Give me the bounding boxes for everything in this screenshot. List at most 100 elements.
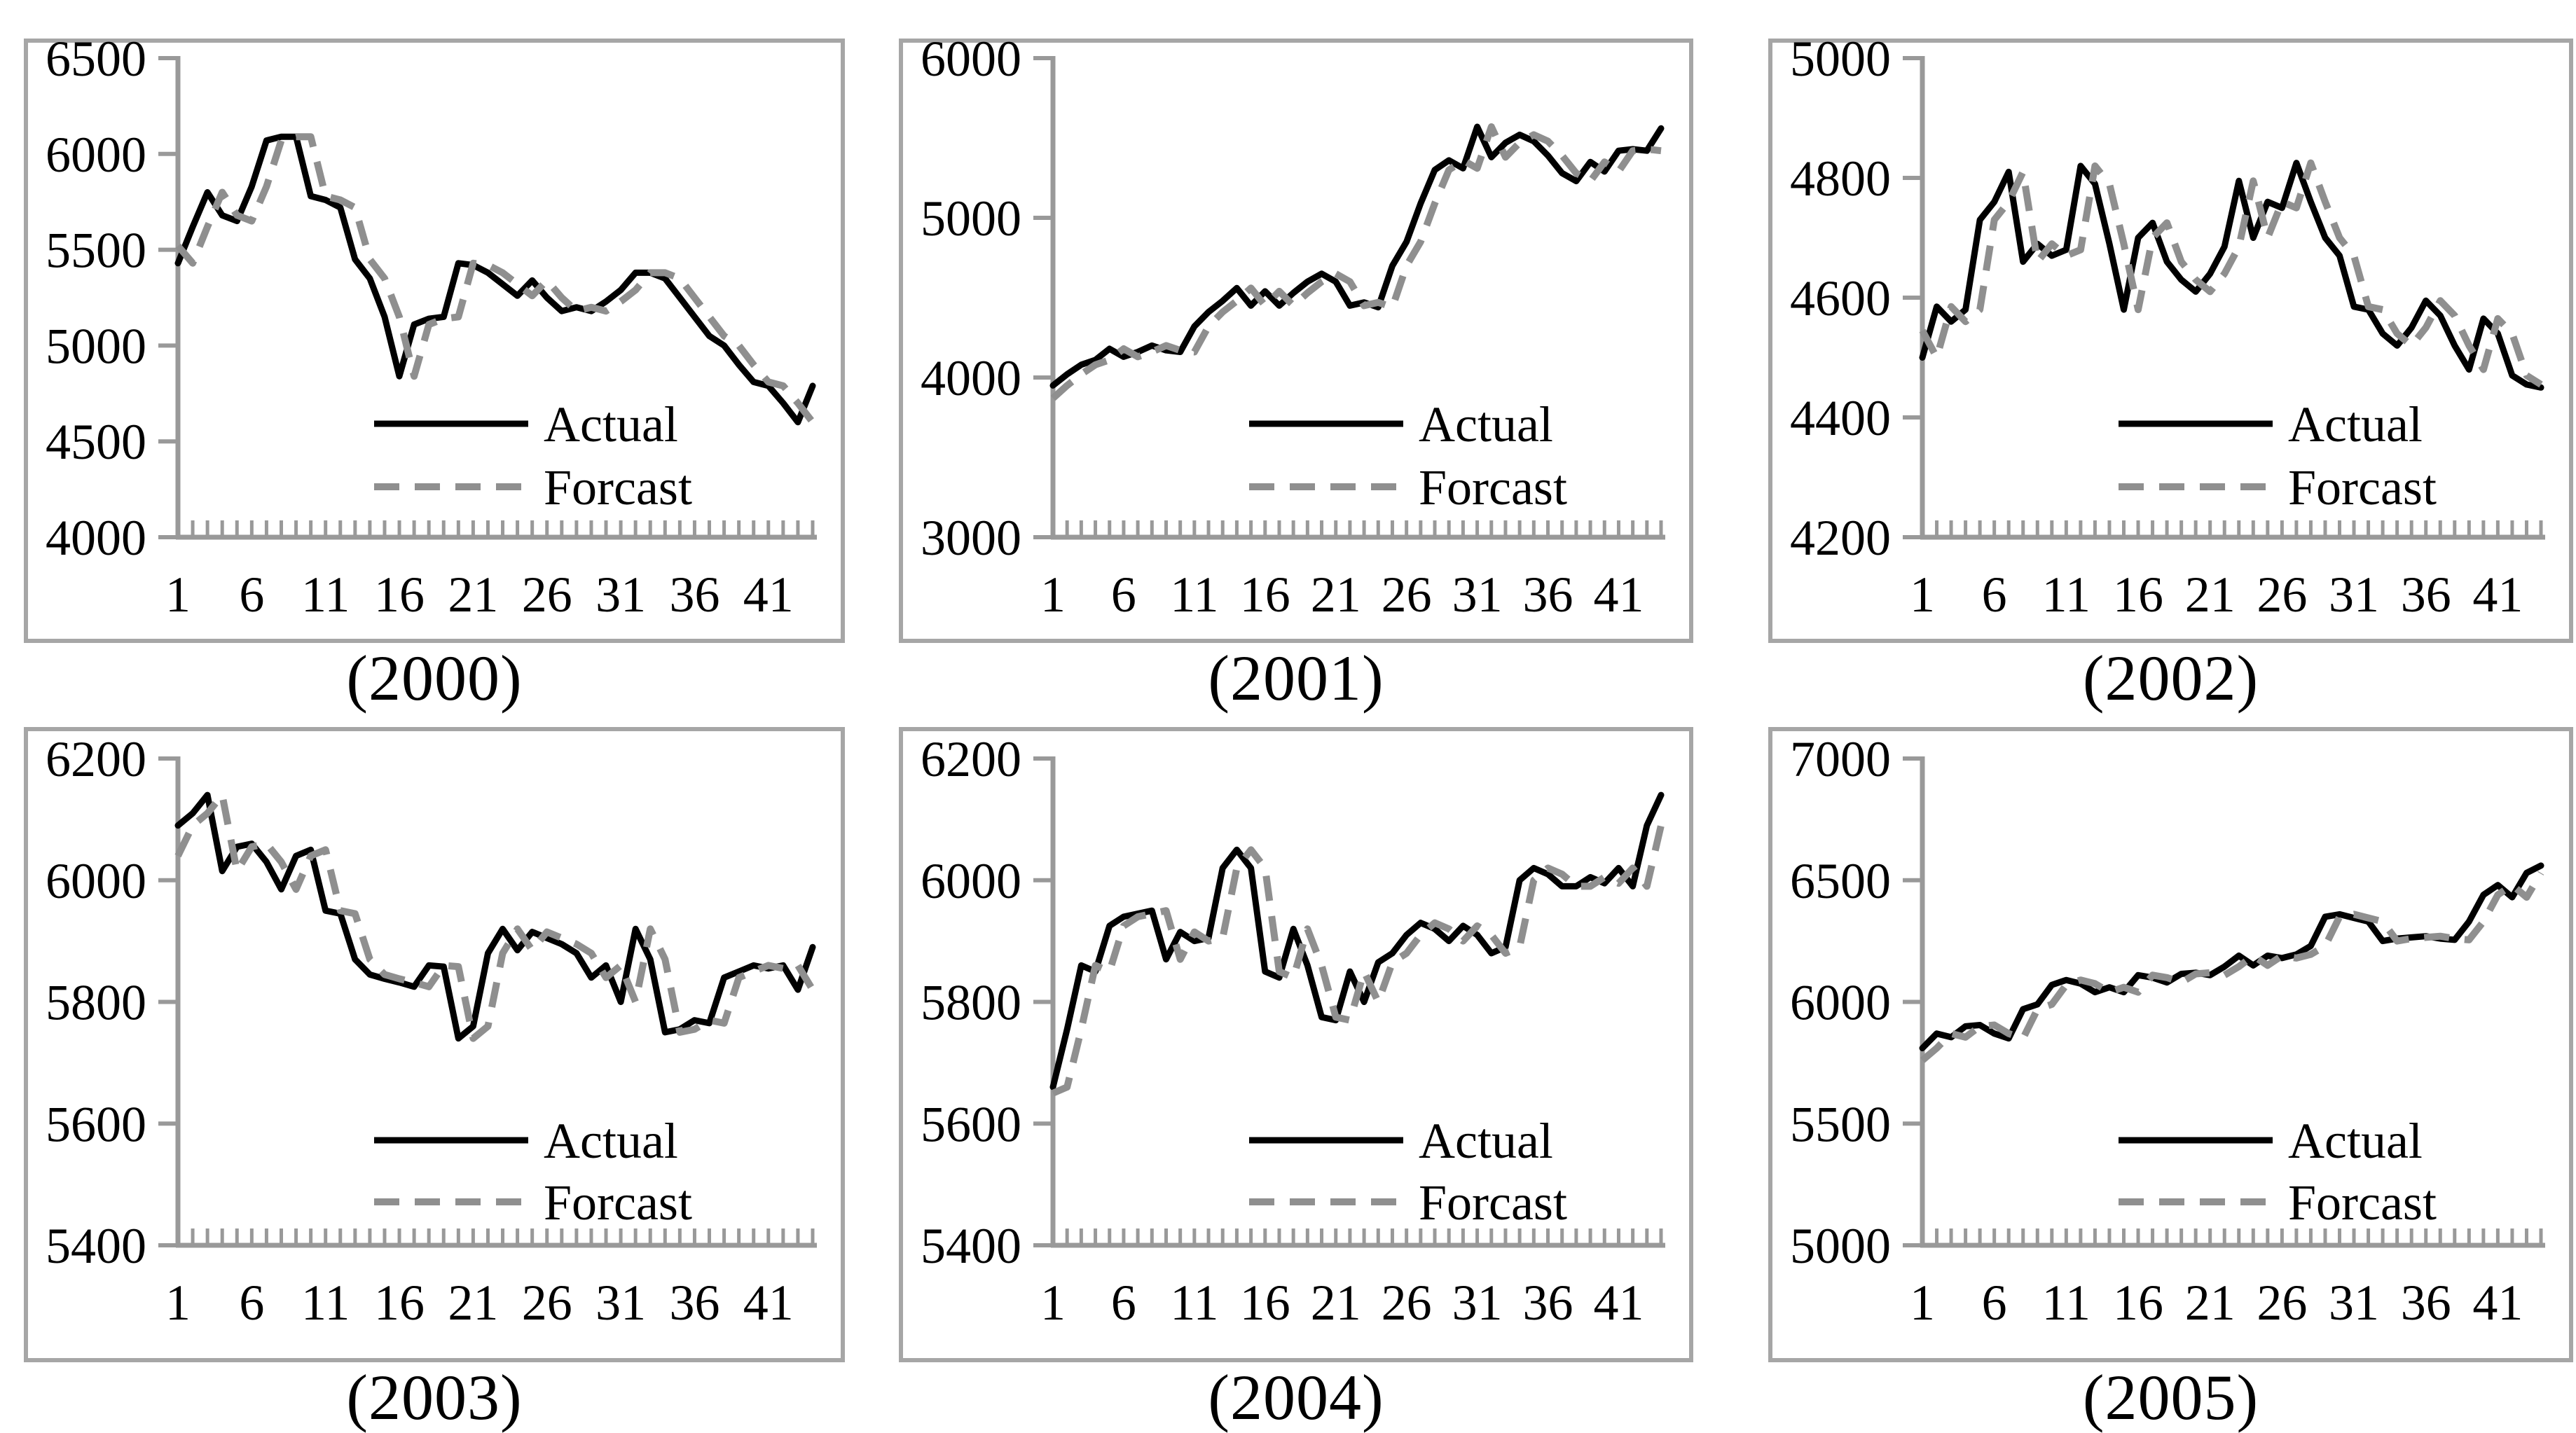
- x-tick-label: 26: [2257, 567, 2307, 623]
- legend-forecast-label: Forcast: [544, 459, 692, 515]
- y-tick-label: 6000: [921, 39, 1021, 87]
- y-tick-label: 5500: [1790, 1096, 1891, 1152]
- chart-panel-2004: 6200 6000 5800 5600 5400 1 6 11 16 21 26 31 36 41 Actu…: [899, 727, 1693, 1429]
- x-tick-label: 26: [1382, 1275, 1432, 1331]
- legend-forecast-label: Forcast: [1419, 1175, 1567, 1231]
- x-tick-label: 16: [374, 567, 425, 623]
- x-tick-label: 6: [1111, 1275, 1136, 1331]
- y-tick-label: 5600: [46, 1096, 146, 1152]
- y-tick-label: 6200: [921, 731, 1021, 787]
- x-tick-label: 36: [2401, 567, 2451, 623]
- y-tick-label: 4800: [1790, 151, 1891, 207]
- y-tick-label: 4000: [46, 510, 146, 566]
- x-tick-label: 21: [2185, 567, 2236, 623]
- forecast-line: [1920, 871, 2544, 1063]
- forecast-line: [174, 791, 816, 1042]
- chart-caption-2000: (2000): [346, 642, 523, 714]
- chart-caption-2001: (2001): [1208, 642, 1384, 714]
- panel-frame: [24, 727, 845, 1362]
- actual-line: [174, 791, 816, 1042]
- x-tick-label: 16: [1240, 1275, 1290, 1331]
- forecast-line: [1052, 824, 1665, 1097]
- y-tick-label: 5000: [1790, 1218, 1891, 1274]
- x-tick-label: 41: [2472, 567, 2523, 623]
- x-tick-label: 36: [669, 567, 719, 623]
- x-tick-label: 21: [1311, 567, 1361, 623]
- y-tick-label: 5000: [921, 191, 1021, 247]
- legend-forecast-label: Forcast: [2288, 459, 2437, 515]
- x-tick-label: 36: [1523, 567, 1573, 623]
- y-tick-label: 7000: [1790, 731, 1891, 787]
- panel-frame: [899, 39, 1693, 643]
- forecast-line: [175, 133, 815, 424]
- y-tick-label: 5600: [921, 1096, 1021, 1152]
- x-tick-label: 1: [1040, 567, 1066, 623]
- y-tick-label: 6000: [921, 853, 1021, 909]
- legend-actual-label: Actual: [544, 1113, 678, 1169]
- actual-line: [174, 133, 816, 426]
- forecast-line: [1919, 159, 2543, 388]
- y-tick-label: 6000: [46, 853, 146, 909]
- legend-actual-label: Actual: [1419, 1113, 1553, 1169]
- y-tick-label: 5400: [921, 1218, 1021, 1274]
- y-tick-label: 4600: [1790, 270, 1891, 326]
- x-tick-label: 11: [1170, 1275, 1218, 1331]
- y-tick-label: 5000: [1790, 39, 1891, 87]
- x-tick-label: 36: [669, 1275, 719, 1331]
- legend-forecast-label: Forcast: [1419, 459, 1567, 515]
- x-tick-label: 11: [2042, 567, 2091, 623]
- legend-actual-label: Actual: [544, 396, 678, 452]
- legend-forecast-label: Forcast: [544, 1175, 692, 1231]
- x-tick-label: 1: [165, 1275, 191, 1331]
- y-tick-label: 5500: [46, 223, 146, 279]
- actual-line: [1049, 123, 1665, 389]
- panel-frame: [24, 39, 845, 643]
- x-tick-label: 21: [1311, 1275, 1361, 1331]
- legend-actual-label: Actual: [2288, 396, 2423, 452]
- x-tick-label: 6: [239, 1275, 264, 1331]
- chart-panel-2000: 6500 6000 5500 5000 4500 4000 1 6 11 16 21 26 31 36 41…: [24, 39, 845, 714]
- y-tick-label: 3000: [921, 510, 1021, 566]
- chart-panel-2005: 7000 6500 6000 5500 5000 1 6 11 16 21 26 31 36 41 Actu…: [1768, 727, 2573, 1429]
- x-tick-label: 26: [1382, 567, 1432, 623]
- legend-forecast-label: Forcast: [2288, 1175, 2437, 1231]
- chart-caption-2002: (2002): [2082, 642, 2259, 714]
- x-tick-label: 1: [1910, 567, 1935, 623]
- chart-panel-2001: 6000 5000 4000 3000 1 6 11 16 21 26 31 36 41 Actual Fo…: [899, 39, 1693, 714]
- x-tick-label: 16: [2113, 567, 2163, 623]
- panel-frame: [1768, 39, 2573, 643]
- y-tick-label: 6000: [1790, 975, 1891, 1031]
- x-tick-label: 41: [743, 567, 794, 623]
- x-tick-label: 31: [595, 567, 646, 623]
- y-tick-label: 6500: [46, 39, 146, 87]
- y-tick-label: 4400: [1790, 390, 1891, 446]
- y-tick-label: 4200: [1790, 510, 1891, 566]
- x-tick-label: 6: [239, 567, 264, 623]
- x-tick-label: 41: [1593, 567, 1644, 623]
- x-tick-label: 21: [448, 567, 498, 623]
- panel-frame: [899, 727, 1693, 1362]
- y-tick-label: 5800: [46, 975, 146, 1031]
- chart-panel-2003: 6200 6000 5800 5600 5400 1 6 11 16 21 26 31 36 41 Actu…: [24, 727, 845, 1433]
- chart-caption-2003: (2003): [346, 1362, 523, 1433]
- x-tick-label: 31: [2329, 567, 2379, 623]
- x-tick-label: 41: [743, 1275, 794, 1331]
- x-tick-label: 26: [522, 567, 572, 623]
- x-tick-label: 36: [1523, 1275, 1573, 1331]
- x-tick-label: 31: [1452, 567, 1503, 623]
- x-tick-label: 26: [2257, 1275, 2307, 1331]
- x-tick-label: 11: [2042, 1275, 2091, 1331]
- chart-panel-2002: 5000 4800 4600 4400 4200 1 6 11 16 21 26 31 36 41 Actu…: [1768, 39, 2573, 714]
- actual-line: [1919, 160, 2544, 391]
- y-tick-label: 5000: [46, 318, 146, 374]
- x-tick-label: 26: [522, 1275, 572, 1331]
- x-tick-label: 36: [2401, 1275, 2451, 1331]
- x-tick-label: 6: [1111, 567, 1136, 623]
- y-tick-label: 6500: [1790, 853, 1891, 909]
